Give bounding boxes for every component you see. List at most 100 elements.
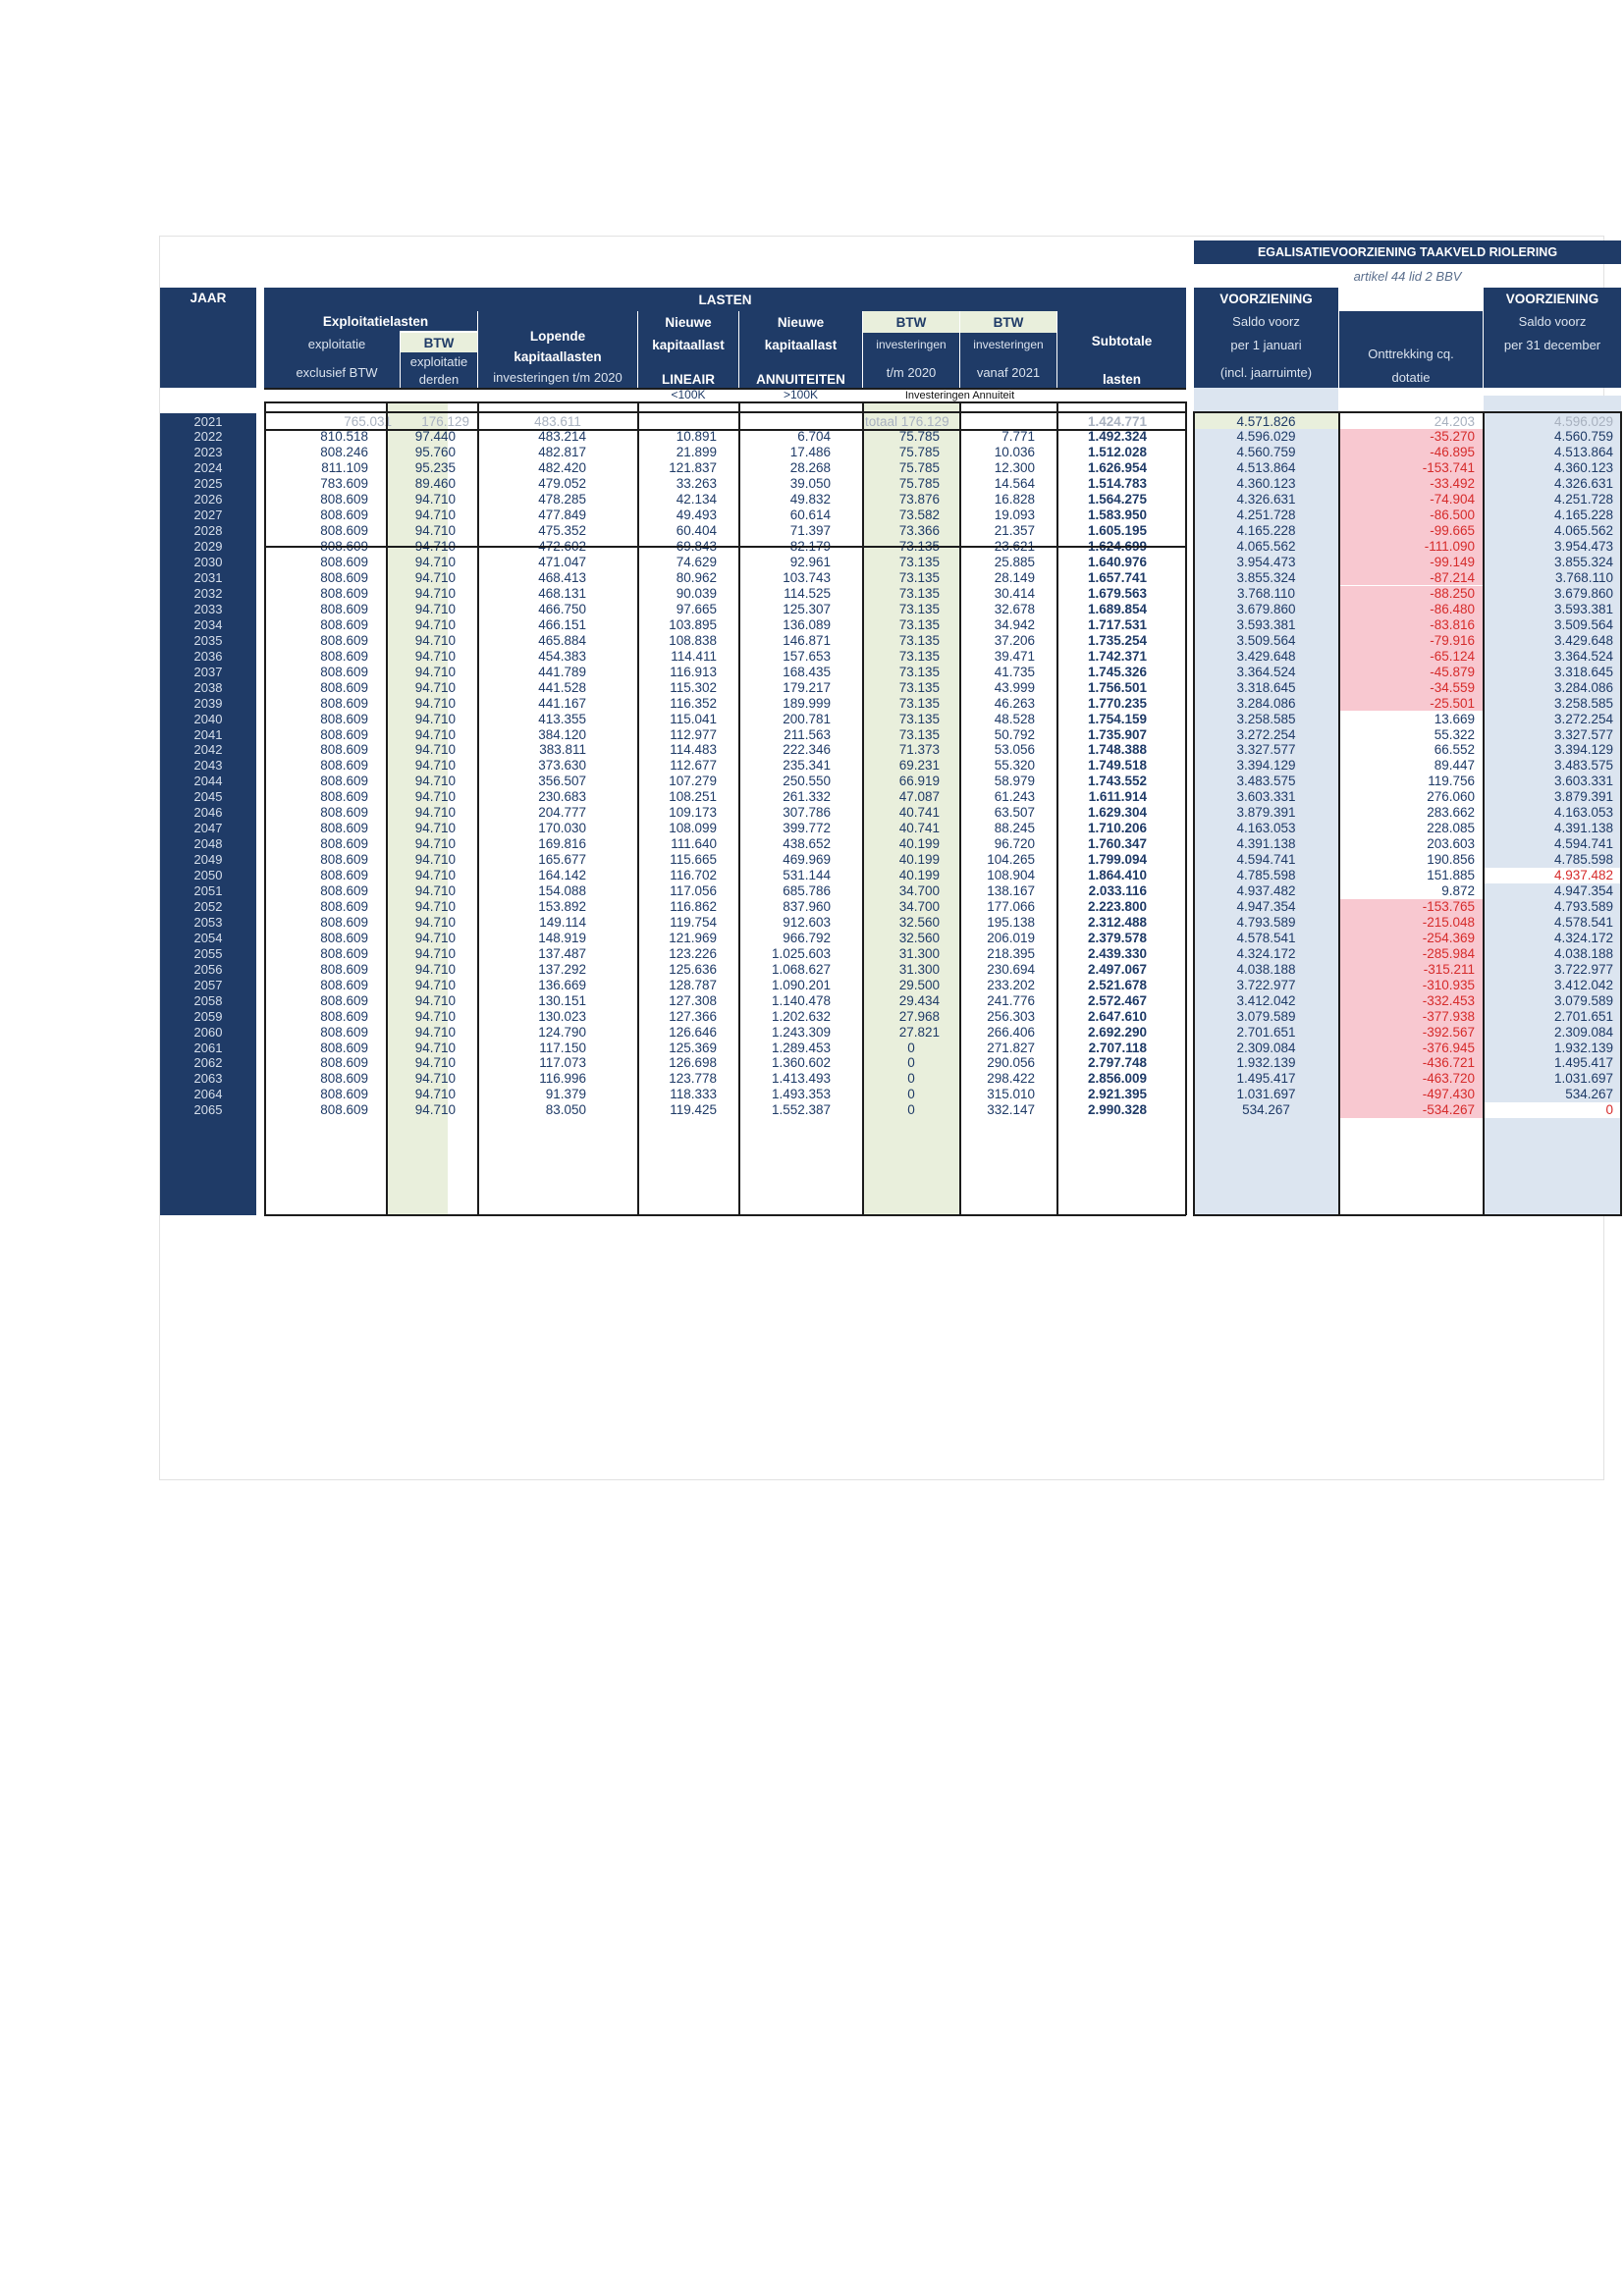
- cell-2057-saldo-jan: 3.722.977: [1236, 977, 1296, 992]
- cell-2054-onttrekking: -254.369: [1339, 930, 1483, 946]
- gt100k-label: >100K: [783, 388, 819, 401]
- cell-2059-onttrekking: -377.938: [1339, 1008, 1483, 1025]
- cell-2030-saldo-jan: 3.954.473: [1236, 555, 1296, 570]
- cell-2065-lopende: 83.050: [545, 1102, 586, 1118]
- cell-2045-onttrekking: 276.060: [1339, 788, 1483, 805]
- cell-2025-btw: 89.460: [414, 476, 456, 492]
- cell-2039-btw-inv: 73.135: [898, 695, 940, 711]
- cell-2053-btw: 94.710: [414, 914, 456, 930]
- cell-2043-annuiteiten: 235.341: [783, 758, 831, 774]
- cell-2062-onttrekking: -436.721: [1339, 1055, 1483, 1071]
- cell-2024-btw: 95.235: [414, 460, 456, 476]
- cell-2036-btw-inv: 73.135: [898, 648, 940, 664]
- cell-2024-saldo-jan: 4.513.864: [1236, 460, 1296, 476]
- cell-2047-lopende: 170.030: [538, 821, 586, 836]
- cell-2038-btw: 94.710: [414, 679, 456, 695]
- cell-2031-btw: 94.710: [414, 570, 456, 586]
- cell-2057-onttrekking: -310.935: [1339, 977, 1483, 993]
- incl-jaarruimte-label: (incl. jaarruimte): [1194, 356, 1338, 388]
- cell-2046-annuiteiten: 307.786: [783, 805, 831, 821]
- cell-2053-lineair: 119.754: [670, 914, 717, 930]
- kapitaallast-lineair-header: kapitaallast: [638, 333, 738, 356]
- cell-2024-exploitatie: 811.109: [321, 460, 368, 476]
- cell-2031-year: 2031: [160, 569, 256, 586]
- cell-2021-saldo-dec: 4.596.029: [1553, 413, 1613, 429]
- cell-2026-lopende: 478.285: [538, 492, 586, 507]
- cell-2040-lineair: 115.041: [670, 711, 717, 726]
- cell-2023-btw: 95.760: [414, 445, 456, 460]
- cell-2038-lineair: 115.302: [670, 679, 717, 695]
- cell-2048-onttrekking: 203.603: [1339, 835, 1483, 852]
- cell-2033-lineair: 97.665: [676, 601, 717, 616]
- onttrekking-label: Onttrekking cq.: [1339, 311, 1483, 366]
- cell-2051-saldo-dec: 4.947.354: [1553, 883, 1613, 899]
- cell-2061-btw: 94.710: [414, 1040, 456, 1055]
- cell-2021-exploitatie: 765.031: [344, 413, 392, 429]
- cell-2048-saldo-dec: 4.594.741: [1553, 836, 1613, 852]
- cell-2050-subtotaal: 1.864.410: [1087, 868, 1147, 883]
- cell-2034-lineair: 103.895: [669, 616, 717, 632]
- cell-2035-btw-inv: 73.135: [898, 632, 940, 648]
- subtotale-header: Subtotale: [1057, 311, 1186, 356]
- cell-2056-lopende: 137.292: [538, 961, 586, 977]
- cell-2023-btw-inv: 75.785: [898, 445, 940, 460]
- cell-2035-lopende: 465.884: [538, 632, 586, 648]
- cell-2026-btw-vanaf: 16.828: [994, 492, 1035, 507]
- cell-2051-onttrekking: 9.872: [1339, 882, 1483, 899]
- cell-2052-btw-vanaf: 177.066: [987, 898, 1035, 914]
- cell-2047-saldo-jan: 4.163.053: [1236, 821, 1296, 836]
- cell-2044-onttrekking: 119.756: [1339, 773, 1483, 789]
- cell-2033-saldo-jan: 3.679.860: [1236, 601, 1296, 616]
- per-1-januari-label: per 1 januari: [1194, 333, 1338, 356]
- cell-2048-saldo-jan: 4.391.138: [1236, 836, 1296, 852]
- cell-2056-subtotaal: 2.497.067: [1087, 961, 1147, 977]
- cell-2022-annuiteiten: 6.704: [797, 429, 831, 445]
- cell-2041-saldo-jan: 3.272.254: [1236, 726, 1296, 742]
- cell-2037-lopende: 441.789: [538, 664, 586, 679]
- cell-2038-btw-inv: 73.135: [898, 679, 940, 695]
- cell-2034-btw: 94.710: [414, 616, 456, 632]
- cell-2024-btw-vanaf: 12.300: [994, 460, 1035, 476]
- cell-2026-saldo-dec: 4.251.728: [1553, 492, 1613, 507]
- cell-2036-onttrekking: -65.124: [1339, 648, 1483, 665]
- cell-2065-btw-vanaf: 332.147: [987, 1102, 1035, 1118]
- cell-2024-lopende: 482.420: [538, 460, 586, 476]
- cell-2044-btw-inv: 66.919: [898, 774, 940, 789]
- cell-2047-btw: 94.710: [414, 821, 456, 836]
- cell-2029-saldo-dec: 3.954.473: [1553, 539, 1613, 555]
- cell-2052-lineair: 116.862: [670, 898, 717, 914]
- cell-2049-saldo-dec: 4.785.598: [1553, 852, 1613, 868]
- cell-2036-lopende: 454.383: [538, 648, 586, 664]
- cell-2021-lopende: 483.611: [534, 413, 581, 429]
- cell-2063-onttrekking: -463.720: [1339, 1070, 1483, 1087]
- cell-2039-annuiteiten: 189.999: [783, 695, 831, 711]
- cell-2035-annuiteiten: 146.871: [783, 632, 831, 648]
- lineair-label: LINEAIR: [638, 370, 738, 388]
- cell-2031-lineair: 80.962: [676, 570, 717, 586]
- cell-2027-saldo-dec: 4.165.228: [1553, 507, 1613, 523]
- btw-derden-band: [387, 401, 448, 1215]
- cell-2039-onttrekking: -25.501: [1339, 695, 1483, 712]
- cell-2063-saldo-dec: 1.031.697: [1553, 1071, 1613, 1087]
- cell-2064-btw-vanaf: 315.010: [987, 1087, 1035, 1102]
- cell-2061-onttrekking: -376.945: [1339, 1040, 1483, 1055]
- cell-2030-btw: 94.710: [414, 555, 456, 570]
- cell-2057-btw: 94.710: [414, 977, 456, 992]
- cell-2032-lineair: 90.039: [676, 585, 717, 601]
- cell-2027-lineair: 49.493: [676, 507, 717, 523]
- cell-2053-btw-inv: 32.560: [898, 914, 940, 930]
- cell-2062-btw-vanaf: 290.056: [987, 1055, 1035, 1071]
- cell-2064-saldo-jan: 1.031.697: [1236, 1087, 1296, 1102]
- cell-2028-year: 2028: [160, 522, 256, 539]
- cell-2054-year: 2054: [160, 930, 256, 946]
- cell-2037-exploitatie: 808.609: [320, 664, 368, 679]
- cell-2027-saldo-jan: 4.251.728: [1236, 507, 1296, 523]
- cell-2049-annuiteiten: 469.969: [783, 852, 831, 868]
- cell-2023-saldo-dec: 4.513.864: [1553, 445, 1613, 460]
- cell-2044-exploitatie: 808.609: [320, 774, 368, 789]
- cell-2029-year: 2029: [160, 538, 256, 555]
- cell-2025-saldo-dec: 4.326.631: [1553, 476, 1613, 492]
- cell-2028-lineair: 60.404: [676, 523, 717, 539]
- cell-2051-exploitatie: 808.609: [320, 883, 368, 899]
- cell-2060-btw: 94.710: [414, 1024, 456, 1040]
